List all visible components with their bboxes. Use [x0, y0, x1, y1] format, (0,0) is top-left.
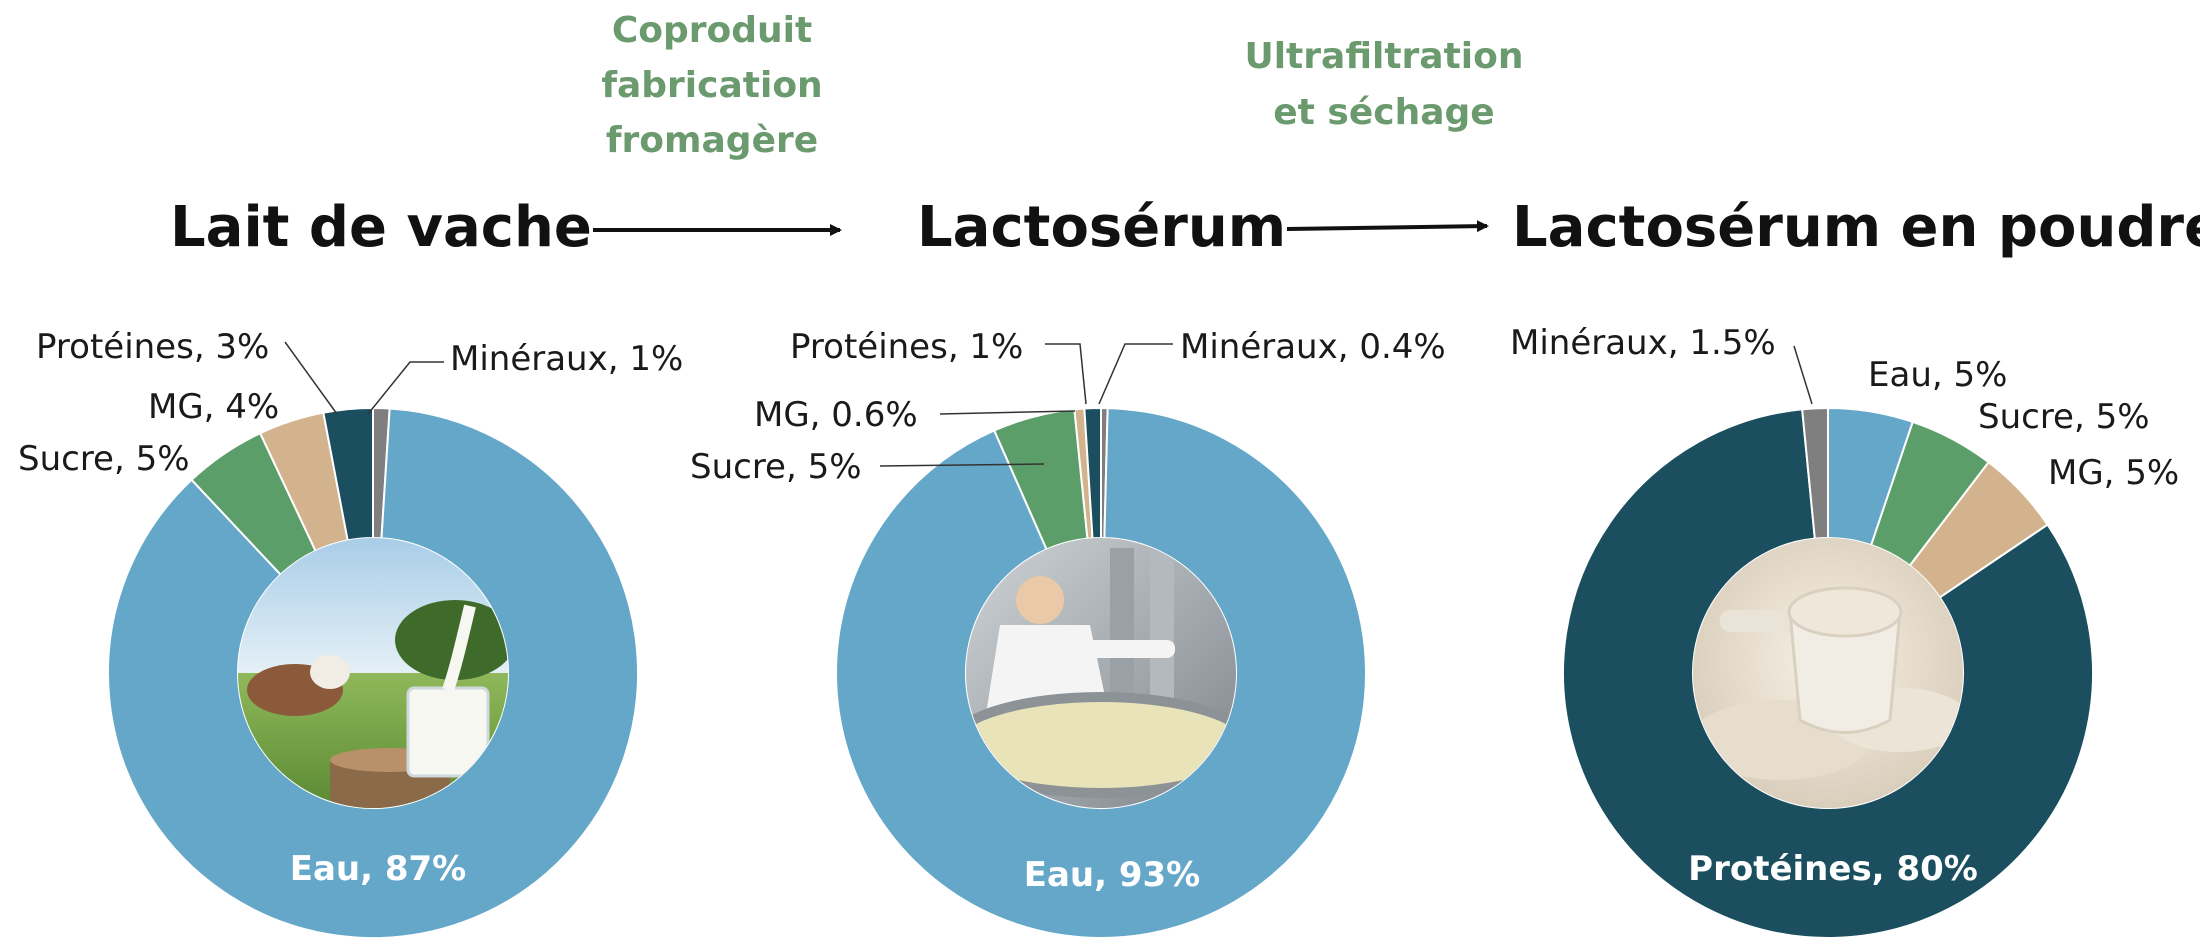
label-lait-sucre: Sucre, 5% — [18, 439, 190, 479]
flow-arrow-2 — [1286, 220, 1489, 233]
stage-title-whey-powder: Lactosérum en poudre — [1512, 195, 2200, 260]
label-powder-eau: Eau, 5% — [1868, 355, 2007, 395]
process-label-1-line-2: fabrication — [601, 65, 822, 106]
stage-title-milk: Lait de vache — [170, 195, 592, 260]
process-label-1-line-1: Coproduit — [612, 10, 812, 51]
leader-line-whey-sucre — [879, 463, 1045, 467]
process-label-2-line-2: et séchage — [1273, 92, 1494, 133]
leader-line-whey-proteines — [1045, 343, 1087, 405]
label-lait-eau: Eau, 87% — [290, 849, 467, 889]
label-lait-mg: MG, 4% — [148, 387, 279, 427]
leader-line-powder-mineraux — [1793, 345, 1813, 405]
whey-powder-scoop-photo — [1693, 538, 1963, 808]
label-lait-proteines: Protéines, 3% — [36, 327, 269, 367]
leader-line-whey-mineraux — [1098, 343, 1173, 405]
cow-milk-photo — [238, 538, 508, 808]
label-powder-sucre: Sucre, 5% — [1978, 397, 2150, 437]
cheese-vat-photo — [966, 538, 1236, 808]
leader-line-lait-proteines — [284, 341, 338, 415]
leader-line-lait-mineraux — [367, 361, 444, 415]
leader-line-whey-mg — [939, 410, 1076, 415]
label-whey-mg: MG, 0.6% — [754, 395, 918, 435]
label-whey-sucre: Sucre, 5% — [690, 447, 862, 487]
label-whey-mineraux: Minéraux, 0.4% — [1180, 327, 1446, 367]
process-label-2-line-1: Ultrafiltration — [1244, 36, 1523, 77]
stage-title-whey: Lactosérum — [917, 195, 1286, 260]
label-whey-proteines: Protéines, 1% — [790, 327, 1023, 367]
process-label-1-line-3: fromagère — [606, 120, 818, 161]
label-powder-mineraux: Minéraux, 1.5% — [1510, 323, 1776, 363]
label-powder-mg: MG, 5% — [2048, 453, 2179, 493]
label-lait-mineraux: Minéraux, 1% — [450, 339, 683, 379]
label-whey-eau: Eau, 93% — [1024, 855, 1201, 895]
label-powder-proteines: Protéines, 80% — [1688, 849, 1978, 889]
